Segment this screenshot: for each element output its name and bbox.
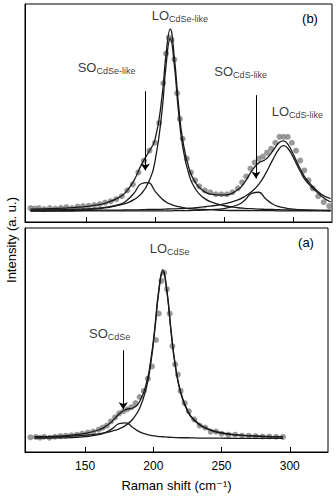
svg-text:CdS-like: CdS-like <box>289 110 323 120</box>
svg-text:SO: SO <box>78 60 97 75</box>
svg-text:(a): (a) <box>298 235 314 250</box>
svg-text:(b): (b) <box>302 11 318 26</box>
svg-text:Intensity (a. u.): Intensity (a. u.) <box>4 197 19 283</box>
svg-text:200: 200 <box>143 459 163 473</box>
svg-text:CdSe: CdSe <box>108 332 131 342</box>
svg-text:150: 150 <box>75 459 95 473</box>
svg-text:LO: LO <box>272 104 289 119</box>
svg-text:CdSe: CdSe <box>167 247 190 257</box>
svg-text:LO: LO <box>150 241 167 256</box>
svg-text:LO: LO <box>152 8 169 23</box>
svg-text:250: 250 <box>212 459 232 473</box>
svg-text:CdSe-like: CdSe-like <box>96 66 135 76</box>
svg-text:SO: SO <box>214 64 233 79</box>
svg-text:SO: SO <box>89 326 108 341</box>
svg-text:300: 300 <box>280 459 300 473</box>
svg-text:Raman shift (cm⁻¹): Raman shift (cm⁻¹) <box>121 478 231 493</box>
svg-text:CdSe-like: CdSe-like <box>169 14 208 24</box>
svg-text:CdS-like: CdS-like <box>233 70 267 80</box>
